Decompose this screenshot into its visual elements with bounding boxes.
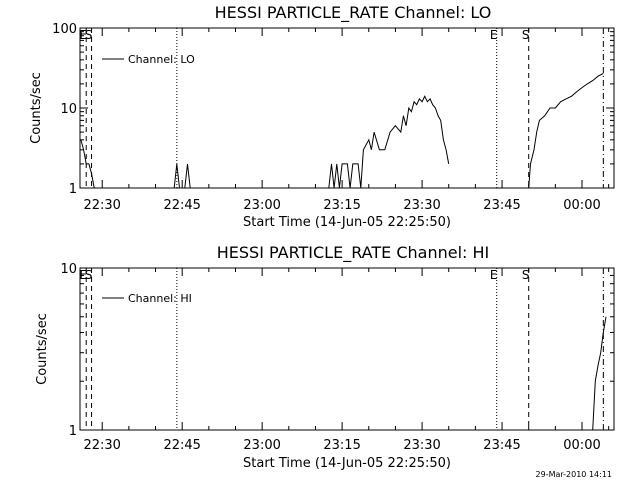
panel-lo-data: ES E S: [79, 28, 604, 189]
panel-lo: HESSI PARTICLE_RATE Channel: LO Counts/s…: [29, 3, 615, 230]
x-tick-label: 00:00: [563, 198, 600, 213]
panel-lo-legend-label: Channel: LO: [128, 53, 195, 66]
event-marker-label: E: [490, 28, 498, 42]
series-line-segment: [173, 163, 180, 189]
x-tick-label: 23:15: [323, 438, 360, 453]
x-tick-label: 23:30: [403, 198, 440, 213]
panel-hi-x-axis-label: Start Time (14-Jun-05 22:25:50): [243, 456, 451, 471]
x-tick-label: 23:00: [243, 198, 280, 213]
event-marker-label: E: [79, 268, 87, 282]
y-tick-label: 10: [60, 102, 77, 117]
event-marker-label: E: [490, 268, 498, 282]
event-marker-label: S: [85, 268, 93, 282]
x-tick-label: 23:15: [323, 198, 360, 213]
series-line-segment: [592, 316, 607, 431]
series-line-segment: [184, 163, 191, 189]
event-marker-label: E: [79, 28, 87, 42]
x-tick-label: 00:00: [563, 438, 600, 453]
y-tick-label: 100: [52, 22, 77, 37]
series-line-segment: [328, 95, 450, 189]
panel-lo-x-axis-label: Start Time (14-Jun-05 22:25:50): [243, 215, 451, 230]
y-tick-label: 1: [69, 182, 77, 197]
x-tick-label: 23:45: [483, 198, 520, 213]
panel-hi-plot-frame: [79, 267, 615, 431]
x-tick-label: 22:30: [83, 198, 120, 213]
panel-hi-axes: 22:30 22:45 23:00 23:15 23:30 23:45 00:00 1 10: [60, 262, 614, 453]
series-line-segment: [528, 73, 604, 189]
panel-hi-legend-label: Channel: HI: [128, 292, 192, 305]
event-marker-label: S: [522, 28, 530, 42]
panel-hi-title: HESSI PARTICLE_RATE Channel: HI: [217, 243, 490, 263]
x-tick-label: 23:30: [403, 438, 440, 453]
panel-lo-axes: 22:30 22:45 23:00 23:15 23:30 23:45 00:00 1 10 10…: [52, 22, 614, 213]
panel-hi-y-axis-label: Counts/sec: [35, 313, 50, 385]
event-marker-label: S: [85, 28, 93, 42]
footer-timestamp: 29-Mar-2010 14:11: [536, 470, 613, 479]
panel-lo-y-axis-label: Counts/sec: [29, 72, 44, 144]
panel-hi-data: ES E S: [79, 268, 607, 431]
event-marker-label: S: [522, 268, 530, 282]
x-tick-label: 23:45: [483, 438, 520, 453]
series-line-segment: [80, 139, 95, 189]
panel-lo-title: HESSI PARTICLE_RATE Channel: LO: [215, 3, 492, 23]
x-tick-label: 22:45: [163, 438, 200, 453]
x-tick-label: 23:00: [243, 438, 280, 453]
panel-hi: HESSI PARTICLE_RATE Channel: HI Counts/s…: [35, 243, 615, 471]
x-tick-label: 22:30: [83, 438, 120, 453]
y-tick-label: 1: [69, 424, 77, 439]
y-tick-label: 10: [60, 262, 77, 277]
x-tick-label: 22:45: [163, 198, 200, 213]
